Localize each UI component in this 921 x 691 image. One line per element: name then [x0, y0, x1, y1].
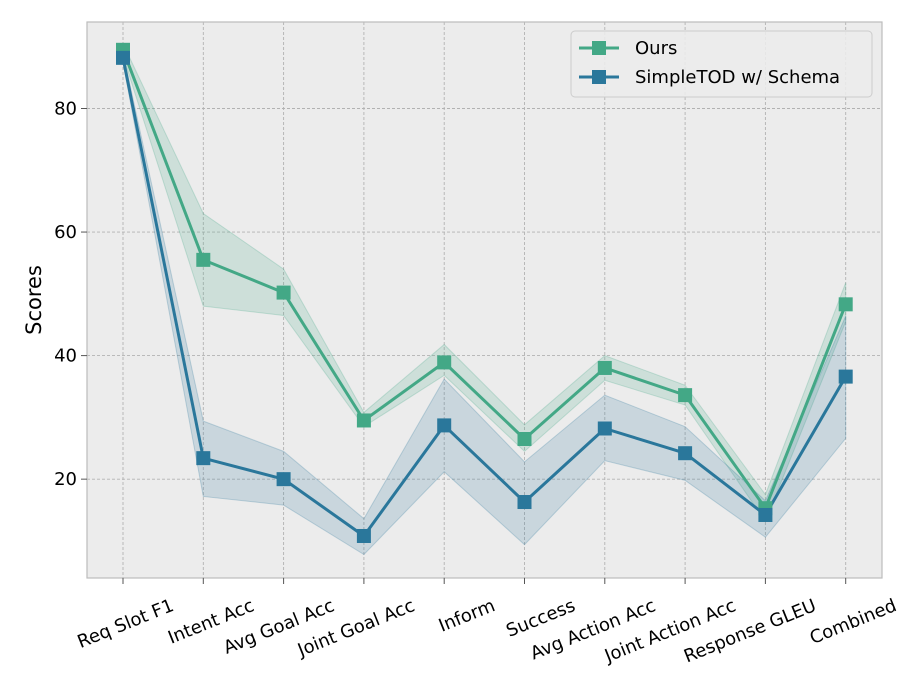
- data-point: [276, 472, 291, 487]
- data-point: [276, 285, 291, 300]
- series-line: [121, 57, 847, 538]
- x-tick-label: Inform: [436, 595, 498, 636]
- grid-lines: [87, 22, 882, 578]
- data-point: [597, 421, 612, 436]
- data-point: [437, 418, 452, 433]
- legend-marker: [592, 41, 606, 55]
- y-tick-label: 40: [54, 346, 77, 367]
- legend-label: Ours: [635, 38, 677, 59]
- x-tick-label: Req Slot F1: [74, 595, 176, 653]
- data-point: [678, 388, 693, 403]
- confidence-band: [122, 52, 847, 556]
- y-tick-label: 20: [54, 469, 77, 490]
- data-point: [838, 297, 853, 312]
- y-axis-title-group: Scores: [22, 265, 46, 335]
- data-point: [356, 413, 371, 428]
- legend-label: SimpleTOD w/ Schema: [635, 67, 840, 88]
- data-point: [517, 495, 532, 510]
- confidence-bands: [122, 43, 847, 556]
- series-line: [121, 49, 848, 510]
- y-tick-label: 80: [54, 98, 77, 119]
- data-point: [196, 252, 211, 267]
- series-markers: [116, 42, 853, 543]
- series-lines: [121, 49, 848, 538]
- legend-box: [570, 30, 873, 98]
- legend-marker: [592, 70, 606, 84]
- data-point: [597, 360, 612, 375]
- data-point: [116, 50, 130, 65]
- y-tick-label: 60: [54, 222, 77, 243]
- data-point: [678, 446, 693, 461]
- legend: Ours SimpleTOD w/ Schema: [570, 30, 873, 98]
- data-point: [196, 451, 211, 466]
- confidence-band: [122, 43, 847, 523]
- y-axis-title: Scores: [22, 265, 46, 335]
- plot-frame: [86, 21, 883, 579]
- data-point: [437, 355, 452, 370]
- data-point: [517, 432, 532, 446]
- data-point: [356, 528, 371, 543]
- data-point: [838, 369, 853, 384]
- x-tick-label: Combined: [807, 595, 900, 649]
- data-point: [758, 507, 773, 522]
